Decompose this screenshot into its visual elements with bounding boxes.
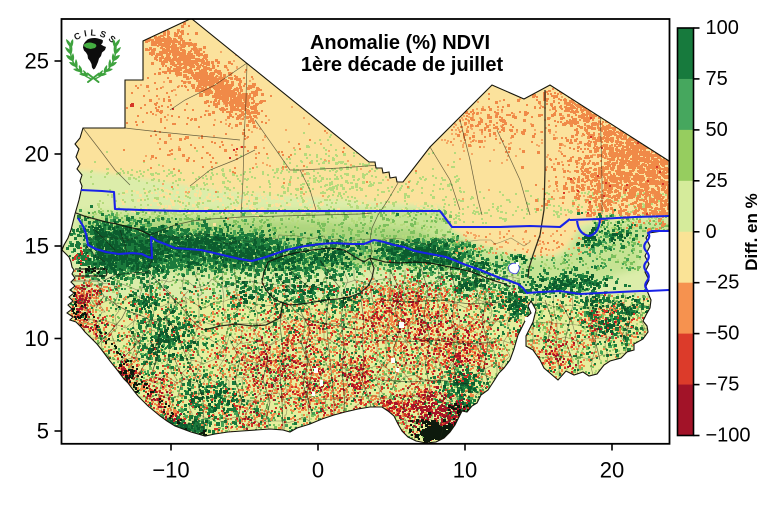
- svg-text:5: 5: [37, 419, 49, 444]
- svg-text:−75: −75: [706, 374, 740, 396]
- svg-text:0: 0: [312, 458, 324, 483]
- svg-text:25: 25: [706, 170, 728, 192]
- svg-text:75: 75: [706, 68, 728, 90]
- svg-text:20: 20: [25, 142, 49, 167]
- svg-text:−10: −10: [152, 458, 189, 483]
- svg-text:15: 15: [25, 234, 49, 259]
- svg-text:50: 50: [706, 119, 728, 141]
- svg-text:0: 0: [706, 221, 717, 243]
- svg-text:−100: −100: [706, 425, 751, 447]
- svg-text:−50: −50: [706, 323, 740, 345]
- svg-text:10: 10: [25, 326, 49, 351]
- svg-text:25: 25: [25, 49, 49, 74]
- svg-text:100: 100: [706, 17, 739, 39]
- svg-text:20: 20: [600, 458, 624, 483]
- svg-text:−25: −25: [706, 272, 740, 294]
- svg-text:Diff. en %: Diff. en %: [742, 193, 761, 270]
- svg-text:10: 10: [453, 458, 477, 483]
